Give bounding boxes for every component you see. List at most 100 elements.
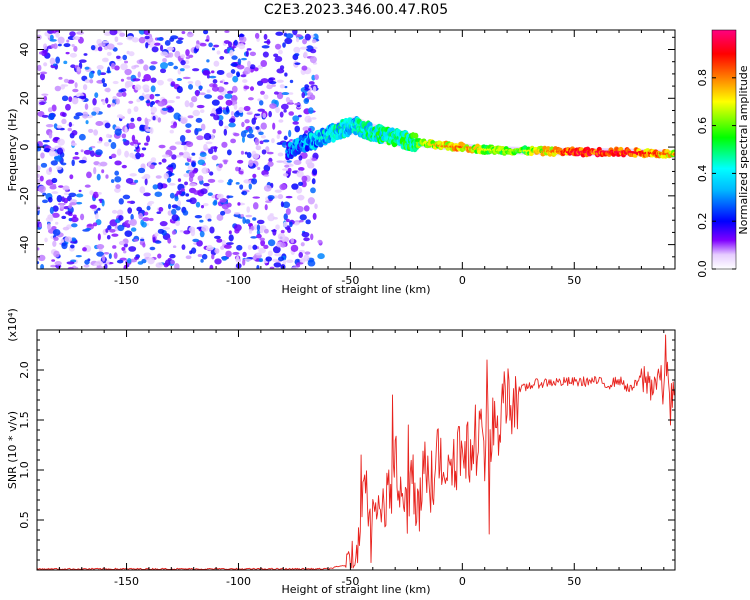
noise-cell bbox=[124, 150, 129, 158]
noise-cell bbox=[51, 212, 60, 218]
noise-cell bbox=[260, 122, 267, 130]
noise-cell bbox=[216, 238, 223, 243]
noise-cell bbox=[96, 243, 105, 250]
noise-cell bbox=[131, 155, 136, 159]
noise-cell bbox=[52, 240, 57, 247]
noise-cell bbox=[170, 35, 179, 40]
noise-cell bbox=[105, 97, 109, 104]
noise-cell bbox=[292, 115, 300, 122]
noise-cell bbox=[265, 256, 273, 262]
noise-cell bbox=[51, 191, 59, 194]
noise-cell bbox=[249, 86, 255, 91]
noise-cell bbox=[214, 248, 220, 254]
noise-cell bbox=[233, 111, 240, 118]
noise-cell bbox=[220, 210, 226, 216]
noise-cell bbox=[116, 259, 124, 264]
noise-cell bbox=[263, 94, 269, 100]
noise-cell bbox=[216, 214, 224, 221]
noise-cell bbox=[189, 101, 194, 108]
noise-cell bbox=[137, 71, 141, 78]
noise-cell bbox=[185, 193, 190, 197]
noise-cell bbox=[299, 46, 308, 50]
noise-cell bbox=[256, 265, 260, 269]
noise-cell bbox=[256, 224, 261, 232]
noise-cell bbox=[195, 43, 200, 49]
noise-cell bbox=[126, 76, 132, 80]
noise-cell bbox=[55, 31, 60, 38]
noise-cell bbox=[88, 128, 94, 134]
noise-cell bbox=[104, 263, 108, 269]
noise-cell bbox=[105, 259, 110, 265]
noise-cell bbox=[170, 81, 176, 87]
noise-cell bbox=[166, 177, 172, 183]
noise-cell bbox=[247, 244, 252, 250]
noise-cell bbox=[277, 232, 286, 241]
noise-cell bbox=[104, 122, 111, 129]
noise-cell bbox=[89, 190, 94, 196]
noise-cell bbox=[110, 62, 116, 70]
colorbar-axis: 0.0 0.2 0.4 0.6 0.8 bbox=[696, 69, 736, 278]
noise-cell bbox=[101, 40, 110, 44]
noise-cell bbox=[50, 160, 58, 166]
noise-cell bbox=[237, 58, 242, 66]
noise-cell bbox=[70, 64, 76, 69]
noise-cell bbox=[139, 186, 146, 194]
x-tick-label: 0 bbox=[459, 575, 466, 588]
noise-cell bbox=[103, 252, 110, 255]
noise-cell bbox=[158, 144, 166, 149]
noise-cell bbox=[141, 147, 147, 151]
noise-cell bbox=[138, 212, 143, 220]
noise-cell bbox=[71, 44, 75, 48]
noise-cell bbox=[284, 37, 293, 45]
y-tick-label: 20 bbox=[18, 91, 31, 105]
noise-cell bbox=[279, 183, 287, 191]
noise-cell bbox=[71, 130, 78, 136]
noise-cell bbox=[40, 162, 48, 168]
noise-cell bbox=[128, 122, 136, 130]
noise-cell bbox=[175, 206, 181, 211]
noise-cell bbox=[143, 73, 152, 82]
noise-cell bbox=[122, 194, 131, 200]
noise-cell bbox=[230, 63, 238, 67]
noise-cell bbox=[130, 227, 137, 232]
ridge-cell bbox=[545, 146, 551, 151]
noise-cell bbox=[93, 166, 97, 175]
noise-cell bbox=[166, 46, 175, 51]
noise-cell bbox=[278, 119, 284, 123]
noise-cell bbox=[259, 237, 265, 242]
noise-cell bbox=[205, 141, 213, 145]
noise-cell bbox=[291, 266, 298, 269]
noise-cell bbox=[194, 215, 203, 219]
noise-cell bbox=[310, 187, 316, 194]
noise-cell bbox=[311, 157, 317, 161]
noise-cell bbox=[203, 143, 208, 151]
noise-cell bbox=[294, 102, 301, 106]
noise-cell bbox=[277, 49, 283, 55]
noise-cell bbox=[101, 77, 106, 84]
noise-cell bbox=[92, 98, 97, 106]
noise-cell bbox=[59, 127, 65, 131]
noise-cell bbox=[211, 254, 215, 260]
noise-cell bbox=[53, 136, 60, 141]
noise-cell bbox=[63, 78, 70, 83]
noise-cell bbox=[161, 158, 167, 163]
noise-cell bbox=[231, 55, 238, 60]
noise-cell bbox=[186, 141, 194, 148]
noise-cell bbox=[257, 166, 261, 171]
noise-cell bbox=[42, 192, 47, 196]
noise-cell bbox=[136, 116, 142, 122]
noise-cell bbox=[115, 184, 121, 190]
noise-cell bbox=[189, 250, 193, 255]
noise-cell bbox=[157, 117, 162, 123]
noise-cell bbox=[83, 53, 88, 56]
noise-cell bbox=[145, 128, 152, 132]
noise-cell bbox=[114, 176, 122, 183]
noise-cell bbox=[149, 102, 154, 108]
noise-cell bbox=[254, 32, 260, 39]
noise-cell bbox=[95, 120, 104, 127]
noise-cell bbox=[309, 56, 317, 64]
noise-cell bbox=[230, 138, 237, 144]
noise-cell bbox=[263, 228, 269, 234]
noise-cell bbox=[70, 199, 78, 203]
noise-cell bbox=[78, 159, 87, 164]
